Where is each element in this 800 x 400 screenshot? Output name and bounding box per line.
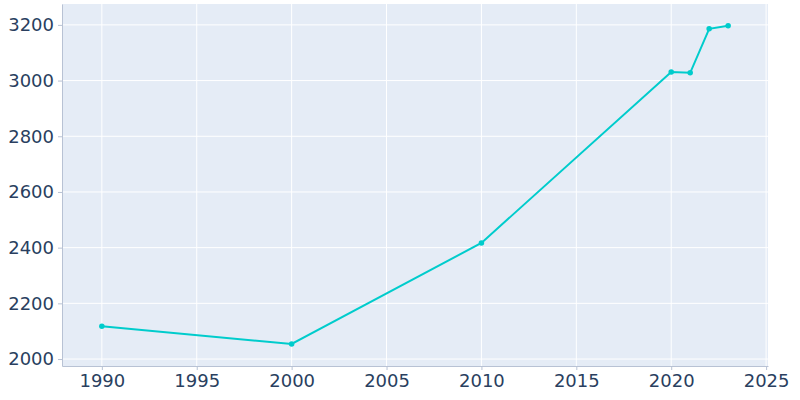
marker — [668, 69, 674, 75]
x-tick-label: 1990 — [79, 370, 125, 391]
marker — [725, 23, 731, 29]
plot: 1990 1995 2000 2005 2010 2015 2020 2025 2000 2200… — [8, 4, 789, 391]
marker — [706, 26, 712, 32]
y-tick: 2400 — [8, 237, 62, 258]
x-grid-line — [766, 4, 767, 366]
x-tick: 2000 — [269, 366, 315, 391]
y-tick-mark — [58, 192, 62, 193]
y-tick-label: 2400 — [8, 237, 54, 258]
y-tick-mark — [58, 359, 62, 360]
x-tick-label: 2020 — [649, 370, 695, 391]
x-grid-line — [101, 4, 102, 366]
x-tick: 2020 — [649, 366, 695, 391]
x-tick: 1995 — [174, 366, 220, 391]
x-tick-label: 2025 — [744, 370, 790, 391]
x-tick: 1990 — [79, 366, 125, 391]
x-tick: 2015 — [554, 366, 600, 391]
grid — [62, 4, 768, 366]
chart: 1990 1995 2000 2005 2010 2015 2020 2025 2000 2200… — [0, 0, 800, 400]
y-tick-label: 3000 — [8, 70, 54, 91]
x-grid-line — [671, 4, 672, 366]
series — [99, 23, 731, 347]
y-tick: 2000 — [8, 348, 62, 369]
x-grid-line — [196, 4, 197, 366]
y-tick: 2600 — [8, 181, 62, 202]
x-grid-line — [576, 4, 577, 366]
y-grid-line — [62, 303, 768, 304]
x-tick: 2010 — [459, 366, 505, 391]
y-tick: 2200 — [8, 293, 62, 314]
plot-background — [62, 4, 768, 366]
y-tick-label: 3200 — [8, 14, 54, 35]
y-grid-line — [62, 24, 768, 25]
y-tick-mark — [58, 303, 62, 304]
marker — [479, 240, 485, 246]
x-tick-label: 2015 — [554, 370, 600, 391]
y-grid-line — [62, 359, 768, 360]
y-grid-line — [62, 247, 768, 248]
x-axis: 1990 1995 2000 2005 2010 2015 2020 2025 — [63, 366, 790, 391]
y-tick-mark — [58, 136, 62, 137]
y-tick-label: 2800 — [8, 126, 54, 147]
y-tick: 3000 — [8, 70, 62, 91]
y-grid-line — [62, 136, 768, 137]
line — [102, 26, 728, 344]
y-tick: 2800 — [8, 126, 62, 147]
y-axis-line — [62, 5, 63, 367]
x-tick-label: 2005 — [364, 370, 410, 391]
x-tick: 2005 — [364, 366, 410, 391]
y-tick: 3200 — [8, 14, 62, 35]
y-tick-mark — [58, 81, 62, 82]
y-grid-line — [62, 191, 768, 192]
marker — [99, 323, 105, 329]
marker — [289, 341, 295, 347]
x-tick-label: 2010 — [459, 370, 505, 391]
x-tick-label: 2000 — [269, 370, 315, 391]
x-grid-line — [386, 4, 387, 366]
x-grid-line — [481, 4, 482, 366]
y-tick-mark — [58, 248, 62, 249]
x-tick-label: 1995 — [174, 370, 220, 391]
y-axis: 2000 2200 2400 2600 2800 3000 3200 — [8, 5, 62, 370]
marker — [687, 70, 693, 76]
y-tick-label: 2200 — [8, 293, 54, 314]
y-tick-mark — [58, 25, 62, 26]
x-tick: 2025 — [744, 366, 790, 391]
x-axis-line — [63, 366, 769, 367]
x-grid-line — [291, 4, 292, 366]
y-tick-label: 2600 — [8, 181, 54, 202]
y-tick-label: 2000 — [8, 348, 54, 369]
